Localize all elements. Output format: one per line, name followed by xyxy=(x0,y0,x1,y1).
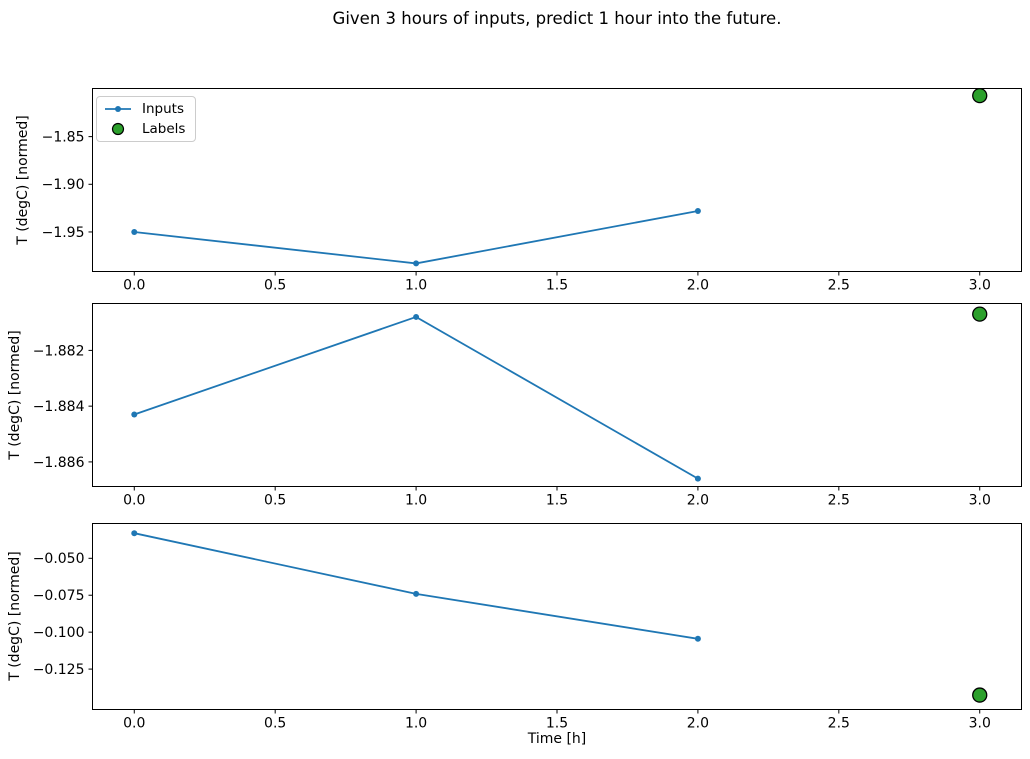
x-tick-label: 2.5 xyxy=(828,493,850,509)
x-tick-label: 1.0 xyxy=(405,716,427,732)
inputs-point xyxy=(694,207,701,214)
x-tick-label: 3.0 xyxy=(969,278,991,294)
y-tick-label: −1.85 xyxy=(42,130,85,146)
inputs-dot-glyph xyxy=(115,105,121,112)
y-tick-label: −1.90 xyxy=(42,177,85,193)
x-tick-label: 2.5 xyxy=(828,278,850,294)
figure-title: Given 3 hours of inputs, predict 1 hour … xyxy=(332,9,782,28)
inputs-line xyxy=(133,315,699,480)
inputs-point xyxy=(413,590,420,597)
x-tick-label: 3.0 xyxy=(969,716,991,732)
x-tick-label: 2.0 xyxy=(687,278,709,294)
legend-label-labels: Labels xyxy=(142,121,186,138)
axes-frame xyxy=(92,88,1022,272)
y-tick-label: −1.884 xyxy=(33,399,85,415)
y-tick-label: −0.075 xyxy=(33,588,85,604)
x-tick-label: 1.5 xyxy=(546,716,568,732)
ylabel-subplot-1: T (degC) [normed] xyxy=(15,115,31,245)
x-tick-label: 1.5 xyxy=(546,278,568,294)
labels-circle-glyph xyxy=(111,123,125,136)
subplot-1: 0.0 0.5 1.0 1.5 2.0 2.5 3.0 −1.95 −1.90 −1.85 xyxy=(42,87,1022,294)
inputs-point xyxy=(694,475,701,482)
axes-frame xyxy=(92,303,1022,487)
inputs-line xyxy=(133,532,699,640)
subplot-3: 0.0 0.5 1.0 1.5 2.0 2.5 3.0 −0.125 −0.100 −0.075 −… xyxy=(33,523,1022,732)
inputs-point xyxy=(131,228,138,235)
x-tick-label: 0.0 xyxy=(123,278,145,294)
ylabel-subplot-2: T (degC) [normed] xyxy=(7,330,23,460)
inputs-point xyxy=(131,411,138,418)
x-tick-label: 3.0 xyxy=(969,493,991,509)
axes-frame xyxy=(92,523,1022,710)
x-tick-label: 2.5 xyxy=(828,716,850,732)
x-tick-label: 0.0 xyxy=(123,716,145,732)
labels-point xyxy=(972,87,988,104)
legend-item-inputs: Inputs xyxy=(103,99,189,119)
legend-label-inputs: Inputs xyxy=(142,100,184,117)
legend-item-labels: Labels xyxy=(103,119,189,139)
y-tick-label: −1.886 xyxy=(33,455,85,471)
y-tick-label: −1.882 xyxy=(33,343,85,359)
x-tick-label: 0.5 xyxy=(264,493,286,509)
inputs-point xyxy=(413,313,420,320)
x-tick-label: 2.0 xyxy=(687,493,709,509)
x-tick-label: 0.5 xyxy=(264,278,286,294)
inputs-point xyxy=(413,260,420,267)
y-tick-label: −0.050 xyxy=(33,551,85,567)
inputs-point xyxy=(131,530,138,537)
subplot-2: 0.0 0.5 1.0 1.5 2.0 2.5 3.0 −1.886 −1.884 −1.882 xyxy=(33,303,1022,509)
xlabel-time: Time [h] xyxy=(527,731,587,747)
x-tick-label: 0.5 xyxy=(264,716,286,732)
x-tick-label: 1.5 xyxy=(546,493,568,509)
labels-circle-marker xyxy=(111,123,125,136)
labels-point xyxy=(972,306,988,322)
y-tick-label: −0.100 xyxy=(33,625,85,641)
y-tick-label: −1.95 xyxy=(42,225,85,241)
inputs-line-marker xyxy=(105,105,131,112)
labels-point xyxy=(972,687,988,703)
x-tick-label: 1.0 xyxy=(405,278,427,294)
ylabel-subplot-3: T (degC) [normed] xyxy=(7,551,23,681)
y-tick-label: −0.125 xyxy=(33,662,85,678)
x-tick-label: 1.0 xyxy=(405,493,427,509)
x-tick-label: 2.0 xyxy=(687,716,709,732)
x-tick-label: 0.0 xyxy=(123,493,145,509)
inputs-line xyxy=(133,210,699,265)
inputs-point xyxy=(694,635,701,642)
legend: Inputs Labels xyxy=(96,96,196,142)
